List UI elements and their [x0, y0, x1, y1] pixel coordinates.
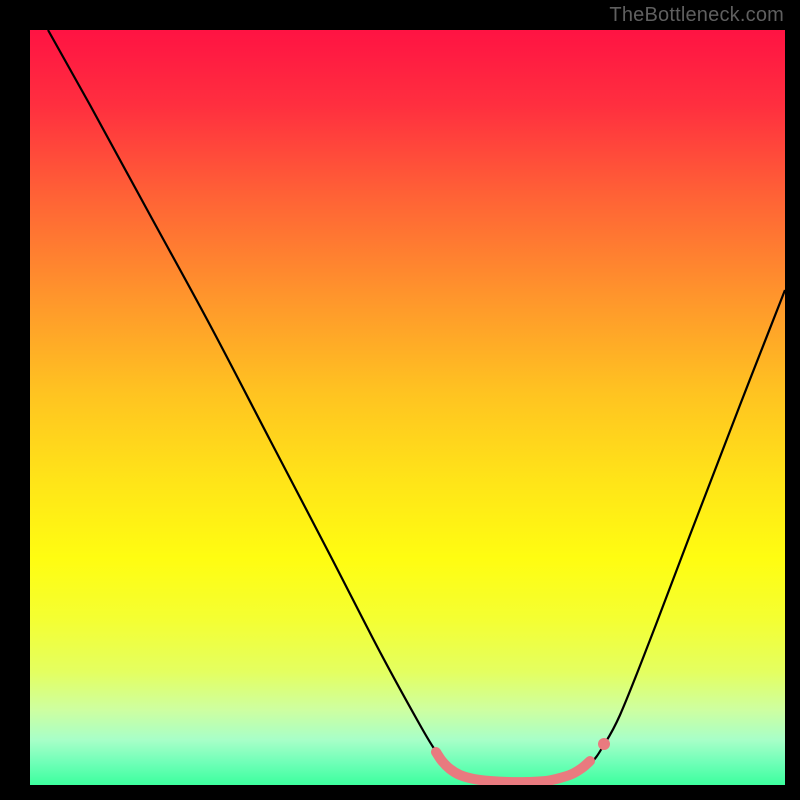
plot-area: [30, 30, 785, 785]
watermark-text: TheBottleneck.com: [609, 4, 784, 27]
chart-frame: TheBottleneck.com: [0, 0, 800, 800]
pink-segment: [436, 752, 590, 782]
bottleneck-curve: [48, 30, 785, 782]
pink-dot: [598, 738, 610, 750]
chart-svg: [30, 30, 785, 785]
